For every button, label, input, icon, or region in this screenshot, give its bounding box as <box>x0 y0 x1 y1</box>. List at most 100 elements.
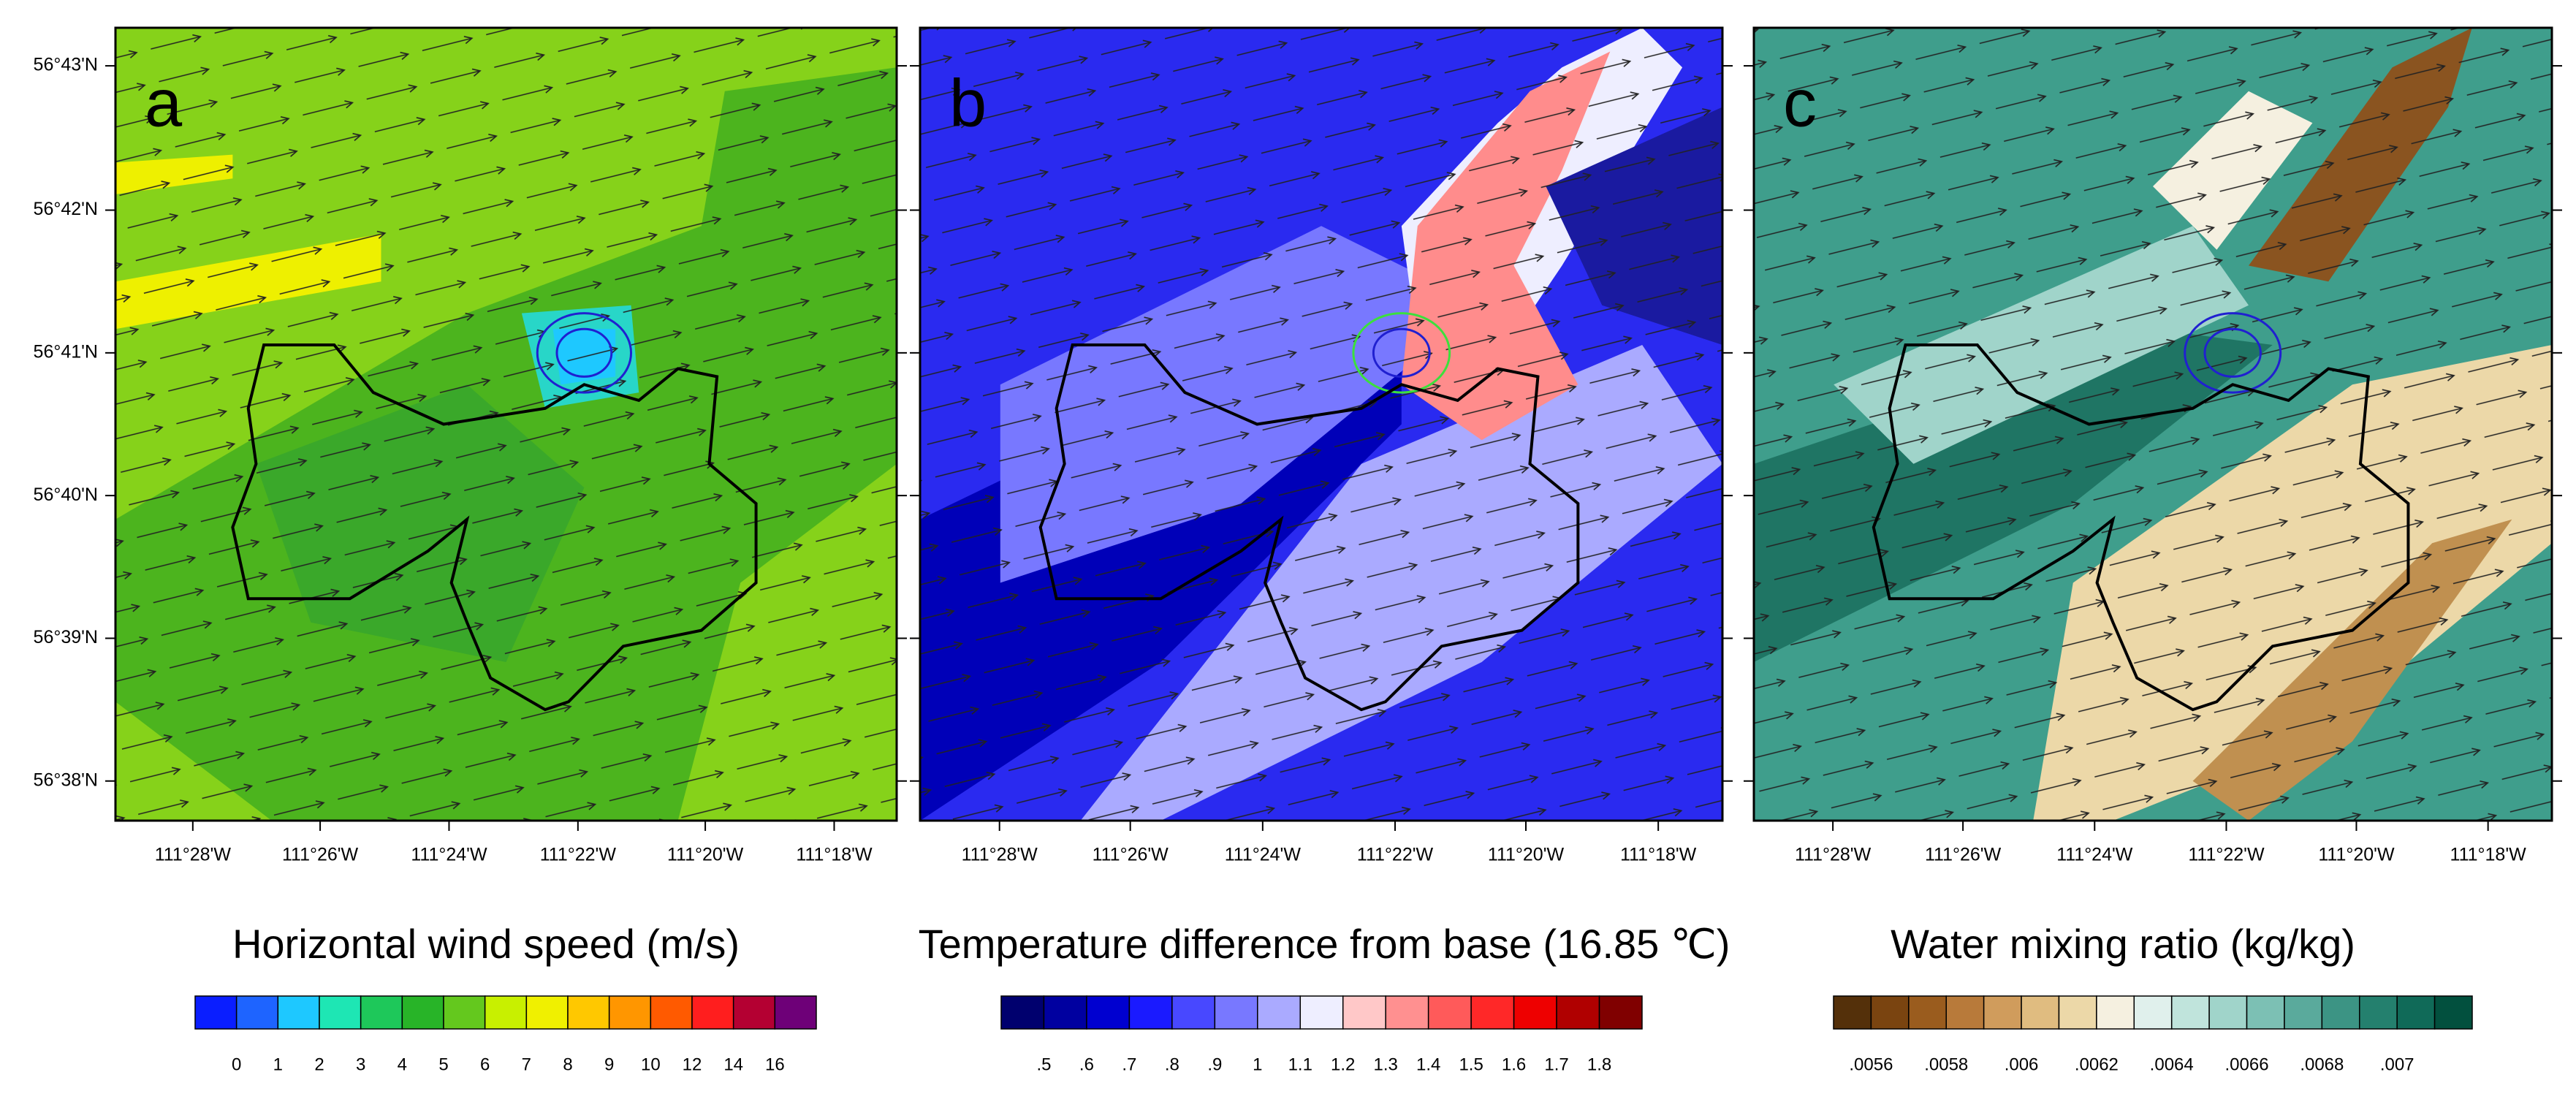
lat-tick-label: 56°38'N <box>34 770 98 790</box>
lat-tick-label: 56°42'N <box>34 199 98 219</box>
colorbar-box <box>2208 995 2248 1030</box>
panel-label: a <box>145 66 183 140</box>
colorbar-tick-label: .0062 <box>2075 1054 2119 1074</box>
colorbar-tick-label: 1.3 <box>1374 1054 1398 1074</box>
colorbar-box <box>1086 995 1131 1030</box>
colorbar-tick-label: .9 <box>1207 1054 1222 1074</box>
colorbar-box <box>1385 995 1429 1030</box>
colorbar-box <box>1513 995 1557 1030</box>
colorbar-tick-label: 1.4 <box>1416 1054 1440 1074</box>
colorbar-box <box>1128 995 1173 1030</box>
colorbar-box <box>2133 995 2173 1030</box>
lon-tick-label: 111°18'W <box>2450 845 2527 865</box>
colorbar-tick-label: .0066 <box>2224 1054 2268 1074</box>
panel-label: b <box>949 66 987 140</box>
colorbar-box <box>1214 995 1258 1030</box>
lon-tick-label: 111°28'W <box>962 845 1038 865</box>
colorbar-tick-label: 5 <box>438 1054 448 1074</box>
colorbar-tick-label: .8 <box>1165 1054 1179 1074</box>
map-panel: c 111°28'W 111°26'W 111°24'W 111°22'W 111°20'… <box>1744 26 2562 1074</box>
colorbar-box <box>1870 995 1910 1030</box>
streamlines <box>115 28 897 821</box>
lat-tick-label: 56°39'N <box>34 627 98 647</box>
colorbar-tick-label: 1.6 <box>1502 1054 1526 1074</box>
colorbar-box <box>2021 995 2060 1030</box>
colorbar-tick-label: 0 <box>232 1054 241 1074</box>
colorbar-box <box>2321 995 2360 1030</box>
colorbar-tick-label: .7 <box>1122 1054 1136 1074</box>
lon-tick-label: 111°26'W <box>282 845 359 865</box>
contour <box>1372 327 1431 378</box>
colorbar-tick-label: 9 <box>604 1054 614 1074</box>
colorbar-box <box>1556 995 1600 1030</box>
lat-tick-label: 56°43'N <box>34 55 98 75</box>
lon-tick-label: 111°20'W <box>667 845 744 865</box>
colorbar-tick-label: 1.7 <box>1544 1054 1568 1074</box>
colorbar-tick-label: 4 <box>398 1054 407 1074</box>
lon-tick-label: 111°24'W <box>1225 845 1302 865</box>
colorbar-box <box>2433 995 2473 1030</box>
colorbar-tick-label: 3 <box>356 1054 365 1074</box>
colorbar-tick-label: 16 <box>765 1054 785 1074</box>
colorbar-box <box>277 995 320 1030</box>
colorbar-tick-label: 6 <box>480 1054 490 1074</box>
colorbar-box <box>567 995 610 1030</box>
colorbar-box <box>1908 995 1947 1030</box>
colorbar-tick-label: 1 <box>1253 1054 1262 1074</box>
colorbar-tick-label: 12 <box>683 1054 702 1074</box>
panel-frame <box>1752 26 2553 822</box>
colorbar-tick-label: .007 <box>2380 1054 2414 1074</box>
colorbar-box <box>608 995 652 1030</box>
lon-tick-label: 111°18'W <box>796 845 873 865</box>
colorbar-box <box>1945 995 1985 1030</box>
colorbar-tick-label: .0068 <box>2300 1054 2344 1074</box>
contour <box>536 312 633 394</box>
lat-tick-label: 56°41'N <box>34 341 98 362</box>
colorbar-title: Water mixing ratio (kg/kg) <box>1891 921 2355 967</box>
colorbar-box <box>691 995 734 1030</box>
lon-tick-label: 111°28'W <box>155 845 232 865</box>
colorbar-box <box>360 995 403 1030</box>
lon-tick-label: 111°28'W <box>1795 845 1872 865</box>
colorbar-box <box>2359 995 2398 1030</box>
colorbar-box <box>2246 995 2285 1030</box>
map-panel: a 56°43'N 56°42'N 56°41'N 56°40'N 56°39'N 56°3… <box>34 26 907 1074</box>
colorbar-tick-label: .006 <box>2005 1054 2039 1074</box>
panel-label: c <box>1783 66 1817 140</box>
colorbar-tick-label: 8 <box>563 1054 572 1074</box>
field <box>115 28 897 821</box>
lon-tick-label: 111°22'W <box>1357 845 1434 865</box>
lon-tick-label: 111°18'W <box>1620 845 1697 865</box>
colorbar-tick-label: 2 <box>314 1054 324 1074</box>
colorbar-box <box>443 995 486 1030</box>
lon-tick-label: 111°20'W <box>2318 845 2395 865</box>
colorbar-box <box>1598 995 1643 1030</box>
colorbar-box <box>194 995 238 1030</box>
colorbar-box <box>1000 995 1045 1030</box>
colorbar-box <box>235 995 279 1030</box>
colorbar-box <box>319 995 362 1030</box>
colorbar-tick-label: 1 <box>273 1054 283 1074</box>
colorbar-box <box>732 995 776 1030</box>
map-panel: b 111°28'W 111°26'W 111°24'W 111°22'W 111°20'… <box>910 26 1733 1074</box>
colorbar-box <box>2058 995 2097 1030</box>
colorbar-box <box>1171 995 1216 1030</box>
contour <box>555 327 613 378</box>
lon-tick-label: 111°22'W <box>540 845 617 865</box>
colorbar-tick-label: 14 <box>723 1054 743 1074</box>
colorbar-box <box>1427 995 1472 1030</box>
colorbar-tick-label: .0064 <box>2150 1054 2194 1074</box>
colorbar-tick-label: 1.1 <box>1288 1054 1312 1074</box>
colorbar-box <box>650 995 693 1030</box>
colorbar-box <box>1043 995 1087 1030</box>
contour <box>1352 312 1451 394</box>
colorbar-tick-label: 1.5 <box>1459 1054 1483 1074</box>
colorbar-box <box>525 995 569 1030</box>
lon-tick-label: 111°20'W <box>1488 845 1565 865</box>
colorbar-box <box>2396 995 2436 1030</box>
lon-tick-label: 111°24'W <box>2056 845 2133 865</box>
colorbar-box <box>2284 995 2323 1030</box>
lon-tick-label: 111°22'W <box>2188 845 2265 865</box>
streamlines <box>1754 28 2552 821</box>
